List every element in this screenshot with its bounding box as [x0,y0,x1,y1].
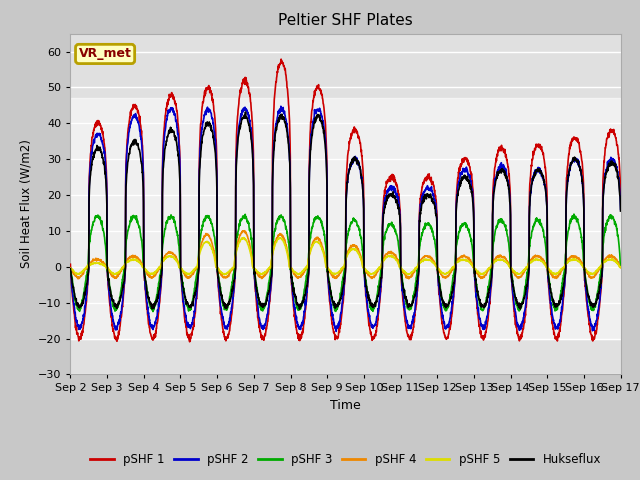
pSHF 1 [362,292,369,298]
pSHF 1 [617,193,625,199]
Y-axis label: Soil Heat Flux (W/m2): Soil Heat Flux (W/m2) [19,140,32,268]
Hukseflux [67,266,74,272]
Hukseflux [506,199,513,204]
pSHF 2 [220,321,228,326]
pSHF 5 [240,235,248,240]
Line: pSHF 1: pSHF 1 [70,59,621,342]
pSHF 2 [332,328,340,334]
pSHF 3 [506,249,513,254]
pSHF 1 [220,331,228,336]
pSHF 3 [220,304,228,310]
Hukseflux [220,301,228,307]
pSHF 3 [374,291,381,297]
pSHF 5 [568,256,576,262]
Hukseflux [617,208,625,214]
Hukseflux [296,306,303,312]
pSHF 1 [584,308,591,314]
Hukseflux [242,109,250,115]
pSHF 1 [374,316,381,322]
pSHF 2 [584,304,591,310]
Title: Peltier SHF Plates: Peltier SHF Plates [278,13,413,28]
pSHF 4 [241,228,248,234]
pSHF 1 [277,56,285,62]
Hukseflux [568,159,576,165]
pSHF 3 [617,264,625,269]
pSHF 1 [568,135,576,141]
pSHF 2 [506,195,513,201]
pSHF 2 [362,286,369,292]
Line: pSHF 5: pSHF 5 [70,238,621,275]
Line: pSHF 3: pSHF 3 [70,214,621,312]
pSHF 5 [584,269,591,275]
pSHF 2 [67,265,74,271]
pSHF 5 [617,265,625,271]
pSHF 5 [220,271,228,277]
pSHF 4 [506,264,513,270]
X-axis label: Time: Time [330,399,361,412]
pSHF 3 [584,290,591,296]
pSHF 1 [67,262,74,267]
pSHF 3 [568,216,576,221]
pSHF 2 [568,158,576,164]
pSHF 4 [220,274,228,280]
pSHF 3 [362,276,369,282]
pSHF 5 [374,267,381,273]
Line: pSHF 4: pSHF 4 [70,231,621,279]
pSHF 3 [67,265,74,271]
pSHF 3 [570,211,578,217]
pSHF 4 [74,276,82,282]
pSHF 4 [568,253,576,259]
pSHF 4 [362,268,369,274]
pSHF 5 [362,266,369,272]
pSHF 5 [220,272,228,277]
pSHF 5 [506,264,513,270]
Hukseflux [362,282,369,288]
Line: Hukseflux: Hukseflux [70,112,621,309]
pSHF 2 [277,103,285,109]
pSHF 5 [67,265,74,271]
Text: VR_met: VR_met [79,48,132,60]
pSHF 4 [67,265,74,271]
Legend: pSHF 1, pSHF 2, pSHF 3, pSHF 4, pSHF 5, Hukseflux: pSHF 1, pSHF 2, pSHF 3, pSHF 4, pSHF 5, … [85,448,606,471]
Line: pSHF 2: pSHF 2 [70,106,621,331]
pSHF 3 [149,309,157,314]
Hukseflux [584,292,591,298]
pSHF 1 [506,181,513,187]
pSHF 2 [617,206,625,212]
pSHF 4 [617,264,625,270]
pSHF 1 [186,339,193,345]
Bar [70,98,621,338]
pSHF 4 [374,268,381,274]
pSHF 4 [584,271,591,277]
pSHF 2 [374,312,381,317]
Hukseflux [374,293,381,299]
